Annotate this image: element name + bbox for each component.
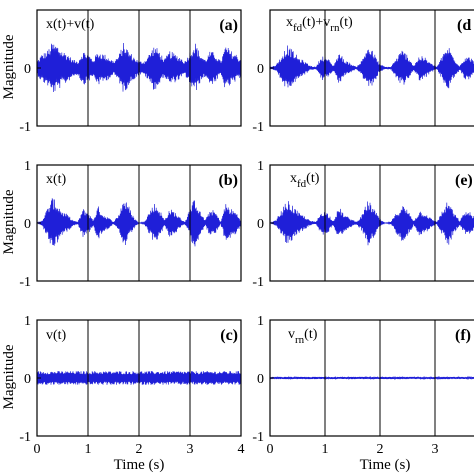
xtick-label-c-2: 2 [136,442,143,457]
ytick-label-c-1: 1 [24,314,31,329]
panel-letter-e: (e) [455,172,473,189]
ytick-label-c-m1: -1 [19,430,31,445]
waveform-f [269,375,474,381]
panel-c: 1 0 -1 v(t) (c) 0 1 2 3 4 Time (s) [19,314,244,473]
ytick-label-b-m1: -1 [19,275,31,290]
xtick-label-f-1: 1 [322,442,329,457]
panel-letter-c: (c) [220,327,238,344]
panel-d: 0 -1 xfd(t)+vrn(t) (d [252,9,474,135]
panel-a: 0 -1 x(t)+v(t) (a) [19,9,242,135]
ylabel-row3: Magnitude [1,344,17,409]
ytick-label-a-0: 0 [24,62,31,77]
ytick-label-f-0: 0 [257,372,264,387]
xtick-label-f-0: 0 [267,442,274,457]
ytick-label-d-0: 0 [257,62,264,77]
xtick-label-c-4: 4 [238,442,245,457]
xlabel-right: Time (s) [360,457,411,473]
waveform-e [269,201,474,246]
xlabel-left: Time (s) [114,457,165,473]
series-line-d [269,45,474,89]
panel-letter-d: (d [457,17,471,34]
panel-letter-b: (b) [218,172,238,189]
panel-f: 1 0 -1 vrn(t) (f) 0 1 2 3 Time (s) [252,314,474,473]
legend-label-a: x(t)+v(t) [46,17,95,32]
panel-e: 1 0 -1 xfd(t) (e) [252,159,474,290]
ytick-label-f-m1: -1 [252,430,264,445]
panel-b: 1 0 -1 x(t) (b) [19,159,242,290]
ylabel-row2: Magnitude [1,189,17,254]
xtick-label-c-0: 0 [34,442,41,457]
legend-label-c: v(t) [46,328,67,343]
ytick-label-e-1: 1 [257,159,264,174]
ytick-label-d-m1: -1 [252,120,264,135]
ytick-label-f-1: 1 [257,314,264,329]
ytick-label-e-0: 0 [257,217,264,232]
xtick-label-f-3: 3 [432,442,439,457]
ylabel-row1: Magnitude [1,34,17,99]
ytick-label-c-0: 0 [24,372,31,387]
xtick-label-c-1: 1 [85,442,92,457]
ytick-label-a-m1: -1 [19,120,31,135]
xtick-label-f-2: 2 [377,442,384,457]
legend-label-f: vrn(t) [288,327,318,346]
panel-letter-a: (a) [219,17,238,34]
ytick-label-b-1: 1 [24,159,31,174]
legend-label-d: xfd(t)+vrn(t) [286,15,353,34]
panel-letter-f: (f) [455,327,471,344]
legend-label-b: x(t) [46,172,67,187]
waveform-d [269,45,474,89]
ytick-label-b-0: 0 [24,217,31,232]
legend-label-e: xfd(t) [290,171,320,190]
xtick-label-c-3: 3 [187,442,194,457]
ytick-label-e-m1: -1 [252,275,264,290]
